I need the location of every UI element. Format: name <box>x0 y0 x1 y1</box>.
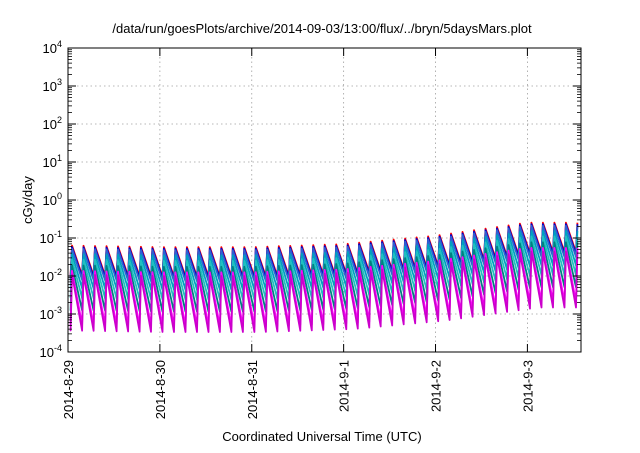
y-tick-label: 10-2 <box>40 267 62 284</box>
y-tick-label: 104 <box>43 39 62 56</box>
y-tick-label: 10-3 <box>40 305 62 322</box>
series-layer <box>69 221 579 333</box>
x-tick-label: 2014-9-3 <box>520 360 535 412</box>
x-tick-label: 2014-9-1 <box>337 360 352 412</box>
y-tick-label: 103 <box>43 77 62 94</box>
y-tick-label: 10-4 <box>40 343 62 360</box>
y-tick-label: 102 <box>43 115 62 132</box>
x-tick-label: 2014-9-2 <box>429 360 444 412</box>
y-tick-labels: 10-4 10-3 10-2 10-1 100 101 102 103 104 <box>40 39 62 360</box>
chart-title: /data/run/goesPlots/archive/2014-09-03/1… <box>112 21 532 36</box>
y-tick-label: 100 <box>43 191 62 208</box>
x-tick-label: 2014-8-31 <box>245 360 260 419</box>
series-line-7 <box>69 250 579 333</box>
x-tick-label: 2014-8-30 <box>153 360 168 419</box>
y-axis-label: cGy/day <box>20 176 35 224</box>
x-tick-labels: 2014-8-29 2014-8-30 2014-8-31 2014-9-1 2014-… <box>61 360 535 419</box>
x-axis-label: Coordinated Universal Time (UTC) <box>222 429 421 444</box>
axis-ticks <box>67 47 581 353</box>
x-tick-label: 2014-8-29 <box>61 360 76 419</box>
y-tick-label: 10-1 <box>40 229 62 246</box>
y-tick-label: 101 <box>43 153 62 170</box>
